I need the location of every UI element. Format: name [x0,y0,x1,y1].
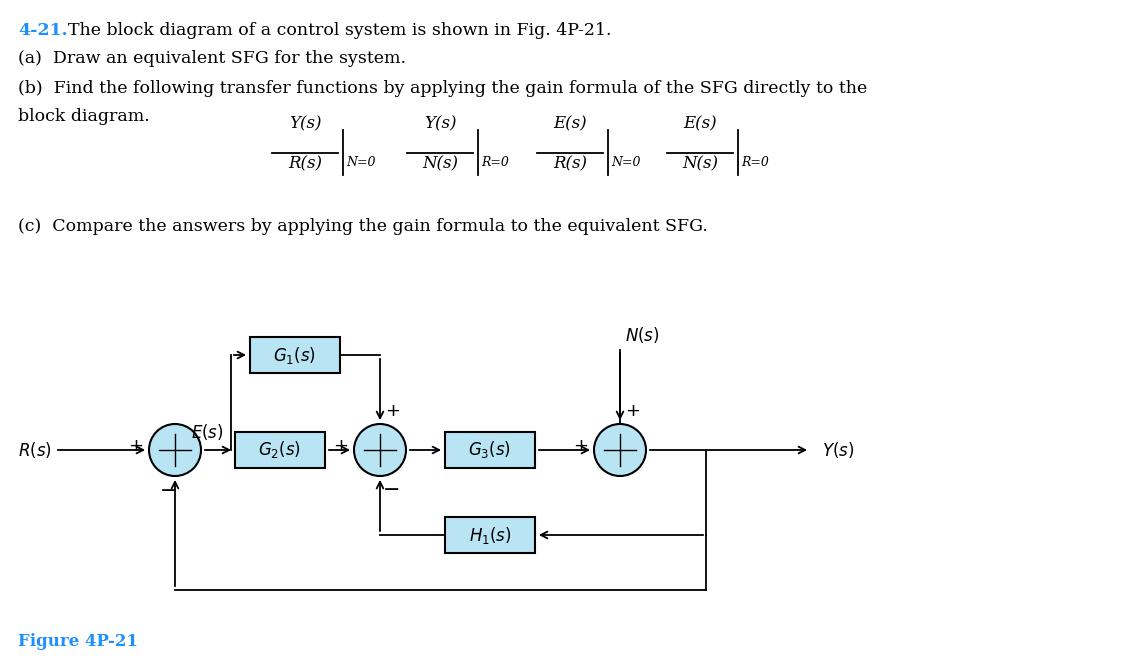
Text: +: + [128,437,143,455]
Text: +: + [573,437,588,455]
Ellipse shape [354,424,407,476]
Text: Figure 4P-21: Figure 4P-21 [18,633,138,650]
Text: R=0: R=0 [741,156,769,169]
Text: $N(s)$: $N(s)$ [626,325,659,345]
Text: N(s): N(s) [422,155,458,172]
Ellipse shape [149,424,201,476]
Text: $H_1(s)$: $H_1(s)$ [468,525,511,545]
FancyBboxPatch shape [445,517,535,553]
FancyBboxPatch shape [445,432,535,468]
Text: 4-21.: 4-21. [18,22,67,39]
Text: E(s): E(s) [554,115,587,132]
Text: +: + [626,402,640,420]
Text: $G_2(s)$: $G_2(s)$ [258,440,301,460]
Text: Y(s): Y(s) [423,115,456,132]
Text: (c)  Compare the answers by applying the gain formula to the equivalent SFG.: (c) Compare the answers by applying the … [18,218,707,235]
Text: (a)  Draw an equivalent SFG for the system.: (a) Draw an equivalent SFG for the syste… [18,50,407,67]
Text: E(s): E(s) [683,115,716,132]
Text: $R(s)$: $R(s)$ [18,440,52,460]
Text: −: − [161,481,177,501]
FancyBboxPatch shape [235,432,325,468]
Ellipse shape [594,424,646,476]
Text: R=0: R=0 [481,156,509,169]
Text: N=0: N=0 [346,156,375,169]
Text: R(s): R(s) [553,155,587,172]
Text: +: + [385,402,400,420]
Text: Y(s): Y(s) [289,115,321,132]
Text: N=0: N=0 [611,156,640,169]
Text: $G_3(s)$: $G_3(s)$ [468,440,511,460]
Text: −: − [383,480,401,500]
Text: +: + [334,437,348,455]
Text: $G_1(s)$: $G_1(s)$ [274,344,317,366]
Text: $E(s)$: $E(s)$ [191,422,223,442]
Text: (b)  Find the following transfer functions by applying the gain formula of the S: (b) Find the following transfer function… [18,80,867,97]
Text: N(s): N(s) [682,155,718,172]
Text: R(s): R(s) [287,155,322,172]
Text: block diagram.: block diagram. [18,108,149,125]
FancyBboxPatch shape [250,337,340,373]
Text: $Y(s)$: $Y(s)$ [822,440,855,460]
Text: The block diagram of a control system is shown in Fig. 4P-21.: The block diagram of a control system is… [69,22,612,39]
